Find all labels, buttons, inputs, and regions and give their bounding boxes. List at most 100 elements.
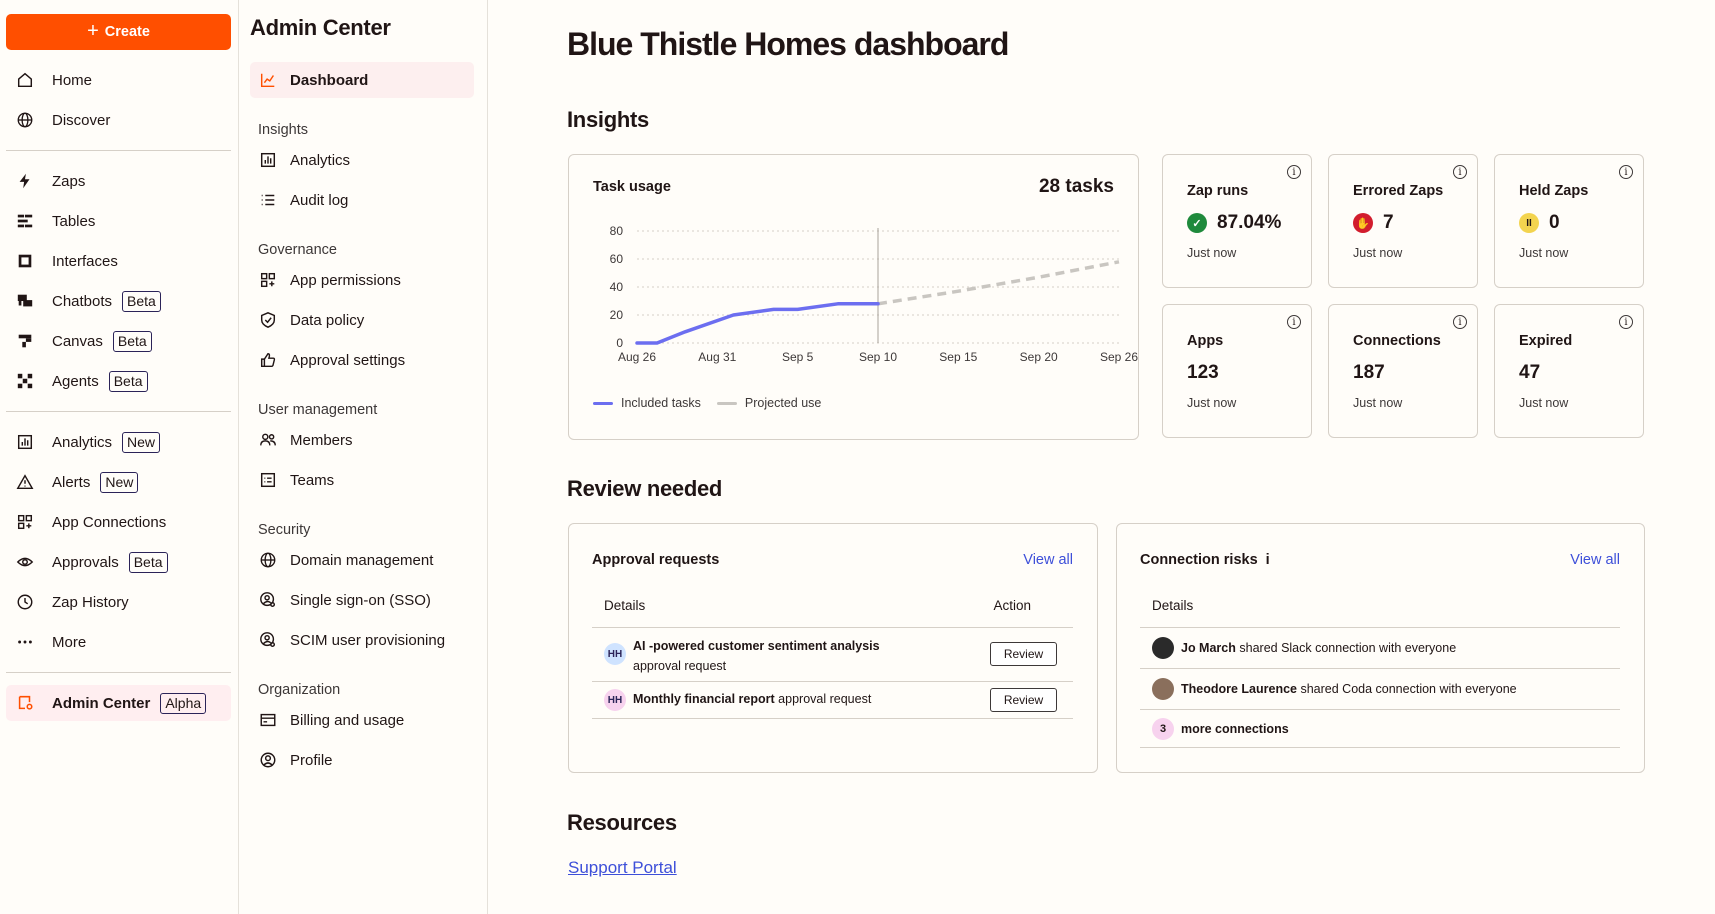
app-permissions-icon: [258, 270, 278, 290]
more-count: 3: [1152, 718, 1174, 740]
nav-item-discover[interactable]: Discover: [6, 102, 231, 138]
create-button[interactable]: + Create: [6, 14, 231, 50]
admin-item-audit-log[interactable]: Audit log: [250, 182, 474, 218]
admin-item-label: Domain management: [290, 551, 434, 569]
stat-title: Zap runs: [1187, 183, 1249, 199]
nav-item-admin-center[interactable]: Admin Center Alpha: [6, 685, 231, 721]
info-icon[interactable]: i: [1453, 315, 1467, 329]
admin-item-label: Approval settings: [290, 351, 406, 369]
avatar: HH: [604, 689, 626, 711]
nav-item-app-connections[interactable]: App Connections: [6, 504, 231, 540]
info-icon[interactable]: i: [1453, 165, 1467, 179]
nav-item-agents[interactable]: Agents Beta: [6, 363, 231, 399]
chart-legend: Included tasks Projected use: [593, 396, 821, 410]
info-icon[interactable]: i: [1619, 315, 1633, 329]
nav-item-alerts[interactable]: Alerts New: [6, 464, 231, 500]
list-icon: [258, 190, 278, 210]
table-row: HH Monthly financial report approval req…: [592, 682, 1073, 719]
review-button[interactable]: Review: [990, 688, 1057, 712]
admin-item-label: SCIM user provisioning: [290, 631, 446, 649]
section-governance: Governance: [258, 242, 337, 258]
stat-time: Just now: [1187, 396, 1237, 410]
admin-item-analytics[interactable]: Analytics: [250, 142, 474, 178]
approvals-table-header: Details Action: [592, 586, 1073, 628]
admin-item-sso[interactable]: Single sign-on (SSO): [250, 582, 474, 618]
nav-item-home[interactable]: Home: [6, 62, 231, 98]
page-title: Blue Thistle Homes dashboard: [567, 26, 1009, 62]
admin-item-data-policy[interactable]: Data policy: [250, 302, 474, 338]
info-icon[interactable]: i: [1287, 315, 1301, 329]
stat-card-errored-zaps[interactable]: i Errored Zaps ✋ 7 Just now: [1328, 154, 1478, 288]
nav-item-canvas[interactable]: Canvas Beta: [6, 323, 231, 359]
admin-item-profile[interactable]: Profile: [250, 742, 474, 778]
admin-item-billing[interactable]: Billing and usage: [250, 702, 474, 738]
y-tick-label: 40: [610, 280, 624, 294]
stat-card-zap-runs[interactable]: i Zap runs ✓ 87.04% Just now: [1162, 154, 1312, 288]
risks-view-all-link[interactable]: View all: [1570, 552, 1620, 568]
more-connections-label: more connections: [1181, 722, 1289, 736]
support-portal-link[interactable]: Support Portal: [568, 858, 677, 877]
nav-item-approvals[interactable]: Approvals Beta: [6, 544, 231, 580]
stat-card-connections[interactable]: i Connections 187 Just now: [1328, 304, 1478, 438]
x-tick-label: Sep 26: [1100, 350, 1138, 364]
create-label: Create: [104, 24, 150, 40]
plus-icon: +: [87, 20, 99, 42]
nav-item-zap-history[interactable]: Zap History: [6, 584, 231, 620]
nav-label: Agents: [52, 372, 99, 390]
approvals-view-all-link[interactable]: View all: [1023, 552, 1073, 568]
nav-item-analytics[interactable]: Analytics New: [6, 424, 231, 460]
avatar: [1152, 637, 1174, 659]
stat-time: Just now: [1187, 246, 1237, 260]
review-button[interactable]: Review: [990, 642, 1057, 666]
nav-item-more[interactable]: More: [6, 624, 231, 660]
legend-included: Included tasks: [593, 396, 701, 410]
home-icon: [14, 69, 36, 91]
table-row: Theodore Laurence shared Coda connection…: [1140, 669, 1620, 710]
nav-label: Zaps: [52, 172, 86, 190]
info-icon[interactable]: i: [1287, 165, 1301, 179]
stat-card-expired[interactable]: i Expired 47 Just now: [1494, 304, 1644, 438]
legend-label: Included tasks: [621, 396, 701, 410]
stat-title: Errored Zaps: [1353, 183, 1444, 199]
admin-item-scim[interactable]: SCIM user provisioning: [250, 622, 474, 658]
admin-item-members[interactable]: Members: [250, 422, 474, 458]
nav-label: Analytics: [52, 433, 113, 451]
stat-title: Connections: [1353, 333, 1441, 349]
stat-card-apps[interactable]: i Apps 123 Just now: [1162, 304, 1312, 438]
stat-card-held-zaps[interactable]: i Held Zaps II 0 Just now: [1494, 154, 1644, 288]
admin-item-app-permissions[interactable]: App permissions: [250, 262, 474, 298]
new-badge: New: [100, 471, 139, 493]
admin-item-dashboard[interactable]: Dashboard: [250, 62, 474, 98]
primary-nav: + Create Home Discover Zaps Tables Inter…: [0, 0, 239, 914]
col-action: Action: [993, 598, 1031, 613]
info-icon[interactable]: i: [1265, 552, 1270, 568]
alert-icon: [14, 471, 36, 493]
nav-item-zaps[interactable]: Zaps: [6, 163, 231, 199]
admin-title: Admin Center: [250, 15, 391, 40]
agents-icon: [14, 370, 36, 392]
nav-item-tables[interactable]: Tables: [6, 203, 231, 239]
beta-badge: Beta: [122, 290, 161, 312]
stat-value: ✋ 7: [1353, 212, 1394, 234]
admin-item-approval-settings[interactable]: Approval settings: [250, 342, 474, 378]
table-row[interactable]: 3 more connections: [1140, 710, 1620, 748]
info-icon[interactable]: i: [1619, 165, 1633, 179]
request-name: AI -powered customer sentiment analysis: [633, 639, 880, 653]
eye-icon: [14, 551, 36, 573]
nav-label: More: [52, 633, 87, 651]
legend-label: Projected use: [744, 396, 822, 410]
series-included-line: [635, 302, 880, 345]
app-connections-icon: [14, 511, 36, 533]
admin-item-domain-management[interactable]: Domain management: [250, 542, 474, 578]
admin-item-teams[interactable]: Teams: [250, 462, 474, 498]
x-tick-label: Sep 20: [1020, 350, 1058, 364]
user-key-icon: [258, 590, 278, 610]
row-text: Jo March shared Slack connection with ev…: [1181, 641, 1456, 655]
col-details: Details: [604, 598, 646, 613]
analytics-icon: [258, 150, 278, 170]
nav-item-chatbots[interactable]: Chatbots Beta: [6, 283, 231, 319]
stat-value-text: 7: [1383, 212, 1394, 233]
nav-item-interfaces[interactable]: Interfaces: [6, 243, 231, 279]
bolt-icon: [14, 170, 36, 192]
stat-title: Held Zaps: [1519, 183, 1589, 199]
